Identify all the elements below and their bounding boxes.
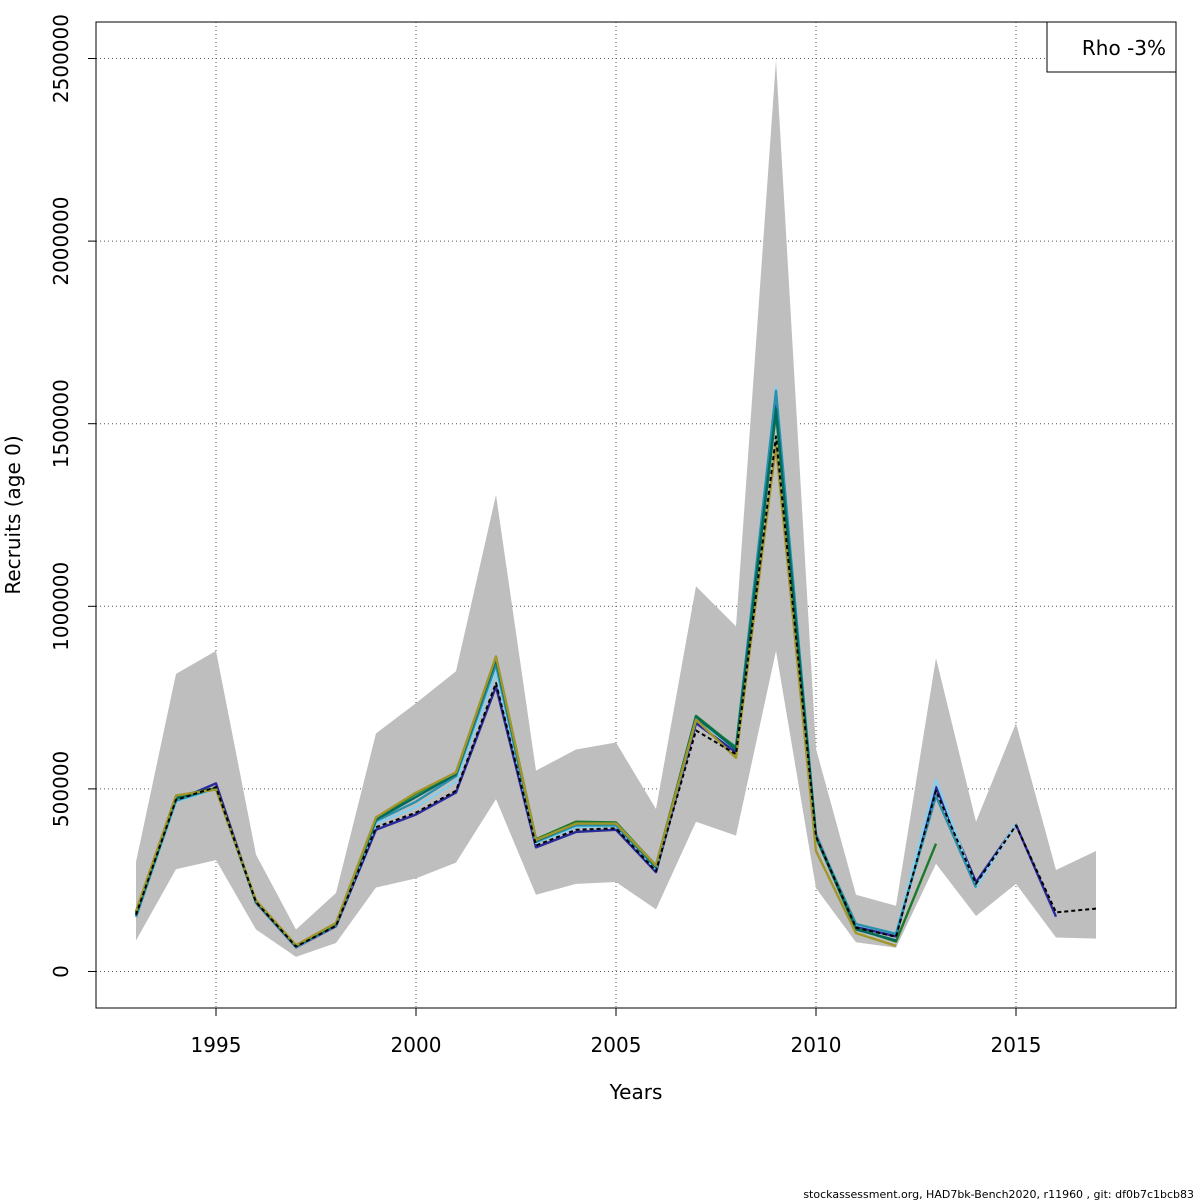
y-axis-title: Recruits (age 0) (1, 435, 25, 594)
legend: Rho -3% (1046, 21, 1177, 73)
x-axis: 1995 2000 2005 2010 2015 (191, 1008, 1042, 1057)
legend-text: Rho -3% (1082, 36, 1166, 60)
footer-credit: stockassessment.org, HAD7bk-Bench2020, r… (803, 1188, 1194, 1200)
y-tick-label-3: 1500000 (49, 379, 73, 468)
y-tick-label-5: 2500000 (49, 14, 73, 103)
x-tick-label-0: 1995 (191, 1033, 242, 1057)
y-tick-label-2: 1000000 (49, 562, 73, 651)
series-line-0 (135, 435, 1097, 948)
confidence-band (136, 60, 1096, 957)
x-tick-label-3: 2010 (791, 1033, 842, 1057)
x-axis-title: Years (609, 1080, 663, 1104)
confidence-band-area (136, 60, 1096, 957)
series-lines (134, 385, 1097, 949)
y-tick-label-4: 2000000 (49, 197, 73, 286)
plot-frame (95, 21, 1177, 1009)
x-tick-label-4: 2015 (991, 1033, 1042, 1057)
y-tick-label-0: 0 (49, 965, 73, 978)
legend-box (1046, 21, 1177, 73)
y-axis: 0 500000 1000000 1500000 2000000 2500000 (49, 14, 96, 978)
x-tick-label-1: 2000 (391, 1033, 442, 1057)
series-line-6 (134, 444, 897, 948)
x-tick-label-2: 2005 (591, 1033, 642, 1057)
y-tick-label-1: 500000 (49, 751, 73, 827)
